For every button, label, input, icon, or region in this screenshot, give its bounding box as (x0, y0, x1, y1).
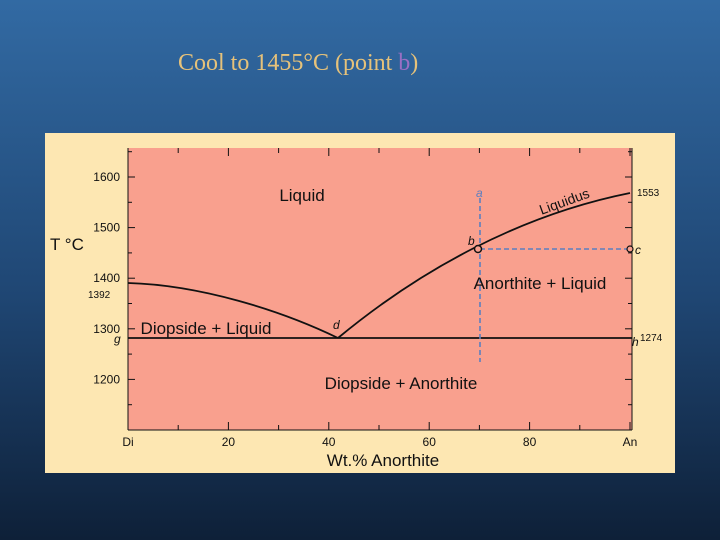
point-label: b (468, 234, 475, 248)
field-label: Diopside + Anorthite (325, 374, 478, 393)
point-label: a (476, 186, 483, 200)
temperature-label: 1392 (88, 290, 111, 301)
title-text: ) (410, 50, 419, 76)
plot-area (128, 148, 632, 430)
point-label: h (632, 335, 639, 349)
x-tick-label: An (623, 435, 638, 449)
title-text: Cool to 1455°C (point (178, 50, 399, 76)
x-axis-label: Wt.% Anorthite (327, 451, 439, 470)
field-label: Anorthite + Liquid (474, 274, 607, 293)
point-c-marker (626, 245, 634, 253)
liquidus-an (337, 192, 631, 339)
x-tick-label: 60 (423, 435, 437, 449)
y-tick-label: 1200 (93, 372, 120, 386)
y-tick-label: 1500 (93, 221, 120, 235)
y-axis-label: T °C (50, 235, 84, 254)
temperature-label: 1274 (640, 333, 663, 344)
title-point: b (398, 50, 411, 76)
point-b-marker (473, 244, 483, 254)
liquidus-di (127, 282, 339, 339)
y-tick-label: 1300 (93, 322, 120, 336)
x-tick-labels: Di 20 40 60 80 An (122, 435, 637, 449)
y-tick-labels: 1600 1500 1400 1300 1200 (93, 170, 120, 386)
field-label: Diopside + Liquid (141, 319, 272, 338)
x-tick-label: 40 (322, 435, 336, 449)
x-tick-label: 20 (222, 435, 236, 449)
y-tick-label: 1600 (93, 170, 120, 184)
point-label: g (114, 332, 121, 346)
y-tick-label: 1400 (93, 271, 120, 285)
slide-title: Cool to 1455°C (point b) (178, 50, 418, 77)
field-label: Liquid (279, 186, 324, 205)
point-label: c (635, 243, 641, 257)
point-label: d (333, 318, 340, 332)
x-tick-label: Di (122, 435, 133, 449)
temperature-label: 1553 (637, 188, 660, 199)
x-tick-label: 80 (523, 435, 537, 449)
